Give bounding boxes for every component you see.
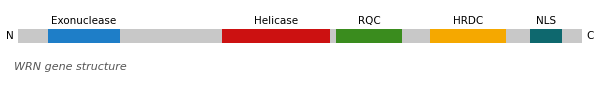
Text: N: N — [6, 31, 14, 41]
Bar — [430, 29, 506, 43]
Bar — [18, 29, 582, 43]
Bar — [48, 29, 120, 43]
Text: WRN gene structure: WRN gene structure — [14, 62, 127, 72]
Bar — [222, 29, 330, 43]
Text: C: C — [586, 31, 593, 41]
Text: RQC: RQC — [358, 16, 380, 26]
Text: Exonuclease: Exonuclease — [52, 16, 116, 26]
Text: HRDC: HRDC — [453, 16, 483, 26]
Bar — [530, 29, 562, 43]
Bar — [336, 29, 402, 43]
Text: NLS: NLS — [536, 16, 556, 26]
Text: Helicase: Helicase — [254, 16, 298, 26]
